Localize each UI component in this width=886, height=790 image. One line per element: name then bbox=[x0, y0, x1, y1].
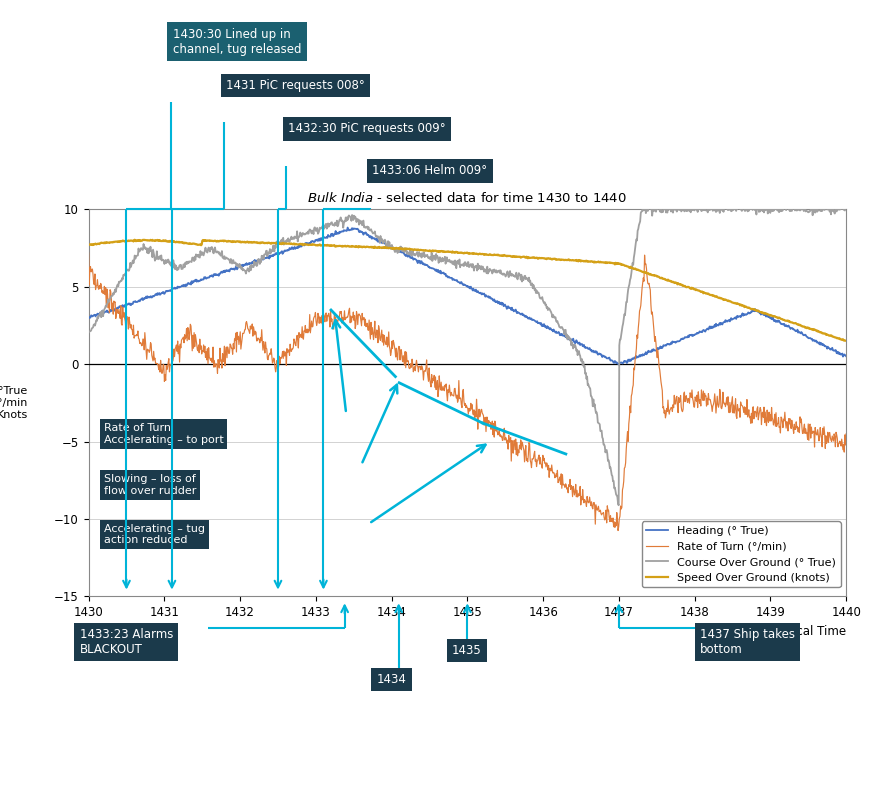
Text: 1432:30 PiC requests 009°: 1432:30 PiC requests 009° bbox=[288, 122, 446, 135]
Line: Speed Over Ground (knots): Speed Over Ground (knots) bbox=[89, 239, 846, 340]
Rate of Turn (°/min) bbox=[841, 429, 851, 438]
Heading (° True) bbox=[498, 299, 509, 308]
Line: Heading (° True): Heading (° True) bbox=[89, 228, 846, 364]
Rate of Turn (°/min) bbox=[183, 335, 194, 344]
Heading (° True) bbox=[342, 223, 353, 232]
Heading (° True) bbox=[413, 258, 424, 268]
Text: Slowing – loss of
flow over rudder: Slowing – loss of flow over rudder bbox=[104, 474, 196, 496]
Heading (° True) bbox=[482, 292, 493, 301]
Course Over Ground (° True) bbox=[481, 269, 492, 278]
Course Over Ground (° True) bbox=[211, 248, 222, 258]
Speed Over Ground (knots) bbox=[413, 245, 424, 254]
Rate of Turn (°/min) bbox=[338, 314, 349, 324]
Speed Over Ground (knots) bbox=[339, 242, 350, 251]
Heading (° True) bbox=[338, 225, 349, 235]
Text: 1431 PiC requests 008°: 1431 PiC requests 008° bbox=[226, 79, 365, 92]
Legend: Heading (° True), Rate of Turn (°/min), Course Over Ground (° True), Speed Over : Heading (° True), Rate of Turn (°/min), … bbox=[641, 521, 841, 587]
Speed Over Ground (knots) bbox=[841, 336, 851, 345]
X-axis label: Local Time: Local Time bbox=[783, 625, 846, 638]
Rate of Turn (°/min) bbox=[211, 359, 222, 369]
Heading (° True) bbox=[613, 359, 624, 369]
Text: 1435: 1435 bbox=[452, 644, 482, 656]
Speed Over Ground (knots) bbox=[840, 336, 851, 345]
Text: Accelerating – tug
action reduced: Accelerating – tug action reduced bbox=[104, 524, 205, 545]
Heading (° True) bbox=[211, 269, 222, 279]
Speed Over Ground (knots) bbox=[129, 235, 140, 244]
Heading (° True) bbox=[83, 313, 94, 322]
Line: Course Over Ground (° True): Course Over Ground (° True) bbox=[89, 205, 846, 506]
Heading (° True) bbox=[183, 279, 194, 288]
Rate of Turn (°/min) bbox=[497, 435, 508, 445]
Title: $\it{Bulk\ India}$ - selected data for time 1430 to 1440: $\it{Bulk\ India}$ - selected data for t… bbox=[307, 191, 627, 205]
Speed Over Ground (knots) bbox=[83, 240, 94, 250]
Course Over Ground (° True) bbox=[675, 200, 686, 209]
Heading (° True) bbox=[841, 352, 851, 361]
Course Over Ground (° True) bbox=[412, 247, 423, 257]
Text: 1433:23 Alarms
BLACKOUT: 1433:23 Alarms BLACKOUT bbox=[80, 628, 173, 656]
Speed Over Ground (knots) bbox=[482, 250, 493, 259]
Course Over Ground (° True) bbox=[841, 203, 851, 213]
Rate of Turn (°/min) bbox=[613, 526, 624, 536]
Text: Rate of Turn
Accelerating – to port: Rate of Turn Accelerating – to port bbox=[104, 423, 223, 445]
Text: 1430:30 Lined up in
channel, tug released: 1430:30 Lined up in channel, tug release… bbox=[173, 28, 301, 55]
Text: 1437 Ship takes
bottom: 1437 Ship takes bottom bbox=[700, 628, 795, 656]
Speed Over Ground (knots) bbox=[212, 237, 222, 246]
Line: Rate of Turn (°/min): Rate of Turn (°/min) bbox=[89, 253, 846, 531]
Course Over Ground (° True) bbox=[83, 328, 94, 337]
Rate of Turn (°/min) bbox=[83, 248, 94, 258]
Y-axis label: °True
°/min
Knots: °True °/min Knots bbox=[0, 386, 28, 419]
Course Over Ground (° True) bbox=[338, 219, 349, 228]
Text: 1433:06 Helm 009°: 1433:06 Helm 009° bbox=[372, 164, 487, 177]
Course Over Ground (° True) bbox=[613, 501, 624, 510]
Speed Over Ground (knots) bbox=[184, 239, 195, 248]
Rate of Turn (°/min) bbox=[412, 361, 423, 371]
Course Over Ground (° True) bbox=[497, 269, 508, 279]
Text: 1434: 1434 bbox=[377, 673, 407, 686]
Rate of Turn (°/min) bbox=[481, 412, 492, 422]
Course Over Ground (° True) bbox=[183, 257, 194, 266]
Speed Over Ground (knots) bbox=[498, 251, 509, 261]
